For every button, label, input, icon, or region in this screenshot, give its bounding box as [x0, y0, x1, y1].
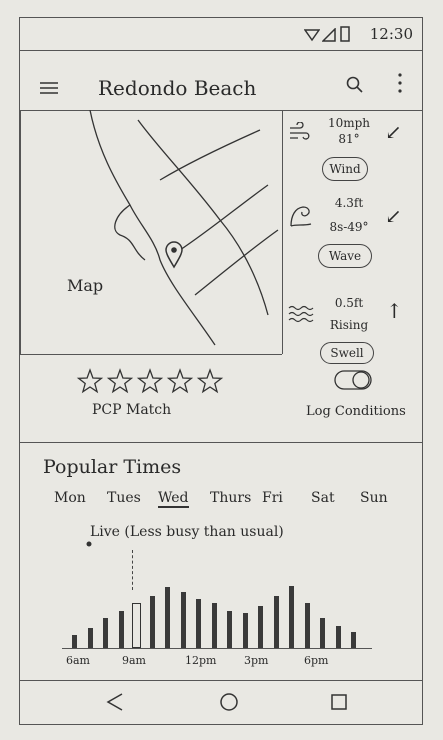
- more-options-icon[interactable]: [396, 72, 404, 98]
- map-right-border: [282, 110, 283, 354]
- page-title: Redondo Beach: [98, 76, 256, 100]
- popular-times-bar: [103, 618, 108, 648]
- day-tab-fri[interactable]: Fri: [262, 490, 283, 506]
- time-label-6pm: 6pm: [304, 654, 328, 667]
- popular-times-bar: [119, 611, 124, 648]
- day-tab-sat[interactable]: Sat: [311, 490, 335, 506]
- popular-times-bar: [289, 586, 294, 648]
- wave-button[interactable]: Wave: [318, 244, 372, 268]
- nav-bar-divider: [19, 680, 423, 681]
- status-bar-divider: [19, 50, 423, 51]
- popular-times-bar: [258, 606, 263, 648]
- log-conditions-label: Log Conditions: [306, 404, 406, 419]
- wave-icon: [287, 202, 315, 234]
- day-tab-thurs[interactable]: Thurs: [210, 490, 251, 506]
- map-view[interactable]: [20, 110, 282, 358]
- live-indicator-line: [132, 550, 133, 590]
- popular-times-bar: [196, 599, 201, 648]
- toggle-switch[interactable]: [334, 369, 374, 395]
- menu-icon[interactable]: [38, 80, 60, 100]
- popular-times-bar-live: [132, 603, 141, 648]
- swell-trend: Rising: [320, 318, 378, 332]
- popular-times-bar: [243, 613, 248, 648]
- popular-times-bar: [274, 596, 279, 648]
- wave-arrow-icon: ↙: [385, 204, 402, 228]
- swell-icon: [287, 302, 315, 328]
- day-tab-tues[interactable]: Tues: [107, 490, 141, 506]
- star-icon[interactable]: [79, 370, 102, 392]
- back-icon[interactable]: [106, 692, 124, 716]
- star-icon[interactable]: [169, 370, 192, 392]
- time-label-9am: 9am: [122, 654, 146, 667]
- popular-times-bar: [150, 596, 155, 648]
- wifi-icon: [304, 27, 320, 46]
- swell-arrow-icon: ↑: [386, 299, 403, 323]
- star-icon[interactable]: [109, 370, 132, 392]
- status-time: 12:30: [370, 25, 413, 43]
- swell-height: 0.5ft: [320, 296, 378, 310]
- swell-button[interactable]: Swell: [320, 342, 374, 364]
- star-icon[interactable]: [199, 370, 222, 392]
- popular-times-bar: [72, 635, 77, 648]
- popular-times-bar: [351, 632, 356, 648]
- popular-times-bar: [212, 603, 217, 648]
- conditions-divider: [19, 442, 423, 443]
- popular-times-bar: [227, 611, 232, 648]
- signal-icon: [322, 27, 336, 46]
- wind-arrow-icon: ↙: [385, 120, 402, 144]
- wind-icon: [288, 122, 314, 148]
- day-tab-wed[interactable]: Wed: [158, 490, 189, 508]
- map-label: Map: [67, 276, 103, 295]
- day-tab-sun[interactable]: Sun: [360, 490, 388, 506]
- popular-times-bar: [320, 618, 325, 648]
- wind-direction: 81°: [320, 132, 378, 146]
- recent-apps-icon[interactable]: [330, 693, 348, 715]
- popular-times-title: Popular Times: [43, 456, 181, 478]
- time-label-12pm: 12pm: [185, 654, 216, 667]
- star-rating[interactable]: [76, 368, 236, 400]
- chart-baseline: [62, 648, 372, 649]
- popular-times-bar: [88, 628, 93, 648]
- wind-button[interactable]: Wind: [322, 157, 368, 181]
- battery-icon: [340, 26, 350, 46]
- star-icon[interactable]: [139, 370, 162, 392]
- wind-speed: 10mph: [320, 116, 378, 130]
- home-icon[interactable]: [218, 691, 240, 717]
- search-icon[interactable]: [345, 75, 365, 99]
- wave-period: 8s-49°: [320, 220, 378, 234]
- rating-label: PCP Match: [92, 402, 171, 418]
- popular-times-bar: [165, 587, 170, 648]
- location-pin-icon[interactable]: [164, 241, 184, 273]
- popular-times-bar: [305, 603, 310, 648]
- time-label-3pm: 3pm: [244, 654, 268, 667]
- popular-times-chart: [20, 544, 422, 650]
- time-label-6am: 6am: [66, 654, 90, 667]
- popular-times-bar: [181, 592, 186, 648]
- live-status: Live (Less busy than usual): [90, 524, 284, 540]
- wave-height: 4.3ft: [320, 196, 378, 210]
- popular-times-bar: [336, 626, 341, 648]
- day-tab-mon[interactable]: Mon: [54, 490, 86, 506]
